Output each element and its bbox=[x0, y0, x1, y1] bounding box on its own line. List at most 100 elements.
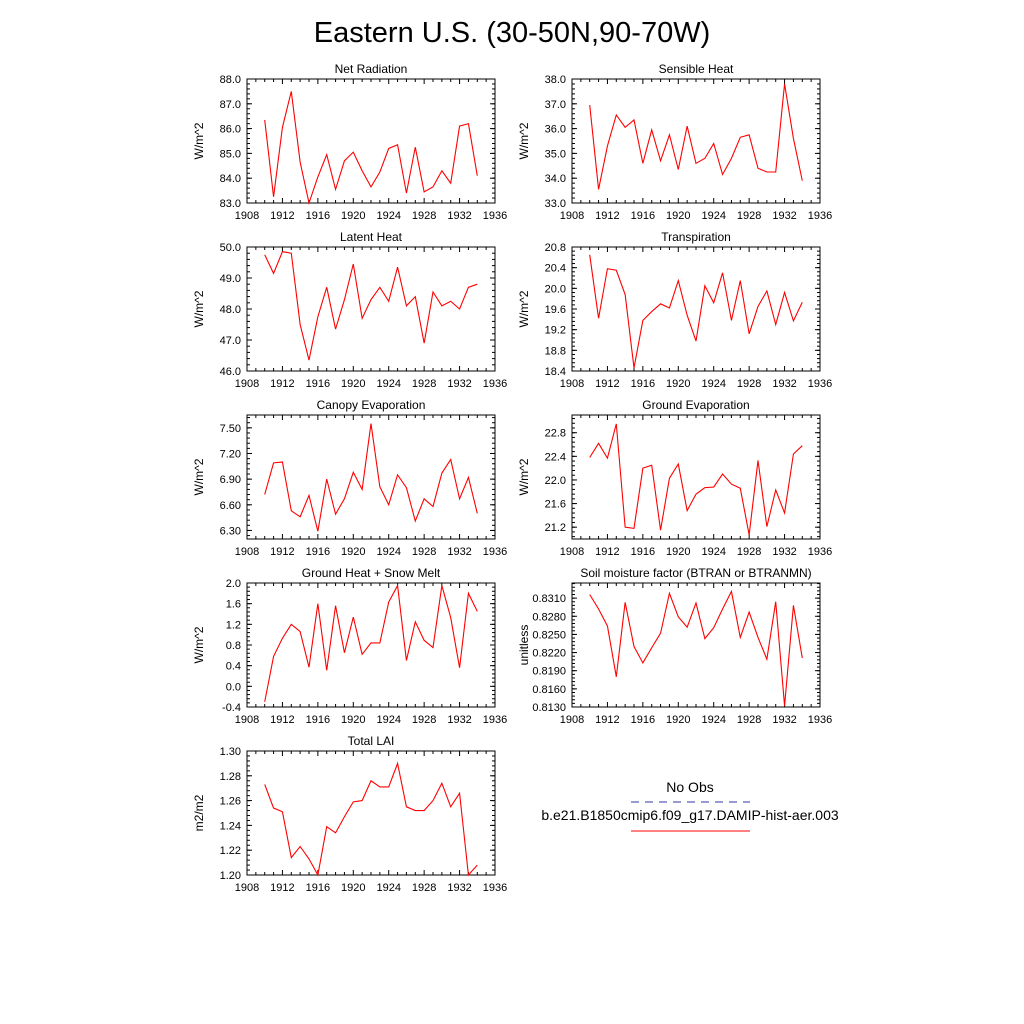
y-tick-label: 18.8 bbox=[545, 345, 566, 357]
x-tick-label: 1912 bbox=[595, 546, 619, 558]
y-tick-label: 85.0 bbox=[220, 148, 241, 160]
x-tick-label: 1916 bbox=[631, 714, 655, 726]
y-tick-label: 0.8280 bbox=[532, 611, 566, 623]
y-tick-label: 18.4 bbox=[545, 366, 566, 378]
y-tick-label: 21.2 bbox=[545, 522, 566, 534]
y-tick-label: 0.8160 bbox=[532, 684, 566, 696]
y-axis-label: W/m^2 bbox=[192, 122, 206, 159]
panel-title: Transpiration bbox=[661, 230, 731, 244]
x-tick-label: 1928 bbox=[412, 378, 436, 390]
y-tick-label: 34.0 bbox=[545, 173, 566, 185]
y-tick-label: 1.22 bbox=[220, 845, 241, 857]
x-tick-label: 1924 bbox=[701, 546, 725, 558]
y-tick-label: 1.6 bbox=[226, 599, 241, 611]
x-tick-label: 1932 bbox=[447, 210, 471, 222]
y-axis-label: W/m^2 bbox=[192, 458, 206, 495]
y-tick-label: 1.26 bbox=[220, 796, 241, 808]
panel-ground-heat-snow-melt: Ground Heat + Snow Melt W/m^2 1908 1912 1916… bbox=[192, 566, 507, 726]
x-tick-label: 1932 bbox=[447, 714, 471, 726]
y-tick-label: 20.0 bbox=[545, 283, 566, 295]
x-tick-label: 1924 bbox=[376, 546, 400, 558]
panel-title: Sensible Heat bbox=[659, 62, 734, 76]
y-tick-label: 38.0 bbox=[545, 74, 566, 86]
x-tick-label: 1908 bbox=[560, 378, 584, 390]
panel-frame bbox=[246, 582, 496, 708]
y-tick-label: 7.50 bbox=[220, 423, 241, 435]
series-line bbox=[264, 91, 478, 206]
y-tick-label: 84.0 bbox=[220, 173, 241, 185]
x-tick-label: 1912 bbox=[595, 378, 619, 390]
y-tick-label: 86.0 bbox=[220, 124, 241, 136]
y-tick-label: 6.90 bbox=[220, 474, 241, 486]
panel-canopy-evaporation: Canopy Evaporation W/m^2 1908 1912 1916 1920 1… bbox=[192, 398, 507, 558]
series-line bbox=[589, 83, 803, 190]
y-tick-label: 1.2 bbox=[226, 619, 241, 631]
panel-total-lai: Total LAI m2/m2 1908 1912 1916 1920 1924 1928 19… bbox=[192, 734, 507, 894]
x-tick-label: 1928 bbox=[737, 210, 761, 222]
series-line bbox=[264, 583, 478, 702]
y-axis-label: W/m^2 bbox=[192, 626, 206, 663]
x-tick-label: 1916 bbox=[306, 546, 330, 558]
y-tick-label: 1.30 bbox=[220, 746, 241, 758]
y-axis-label: W/m^2 bbox=[517, 122, 531, 159]
y-tick-label: 1.24 bbox=[220, 820, 241, 832]
y-tick-label: 20.4 bbox=[545, 263, 566, 275]
y-axis-label: W/m^2 bbox=[517, 290, 531, 327]
panel-frame bbox=[246, 414, 496, 540]
series-line bbox=[589, 589, 803, 706]
y-tick-label: 6.30 bbox=[220, 525, 241, 537]
y-axis-label: unitless bbox=[517, 625, 531, 666]
x-tick-label: 1912 bbox=[270, 210, 294, 222]
x-tick-label: 1908 bbox=[560, 714, 584, 726]
x-tick-label: 1936 bbox=[808, 546, 832, 558]
y-tick-label: 36.0 bbox=[545, 124, 566, 136]
panel-ground-evaporation: Ground Evaporation W/m^2 1908 1912 1916 1920 1… bbox=[517, 398, 832, 558]
x-tick-label: 1936 bbox=[808, 714, 832, 726]
legend: No Obs b.e21.B1850cmip6.f09_g17.DAMIP-hi… bbox=[541, 779, 839, 832]
x-tick-label: 1924 bbox=[376, 210, 400, 222]
y-tick-label: 1.28 bbox=[220, 771, 241, 783]
y-tick-label: 20.8 bbox=[545, 242, 566, 254]
x-tick-label: 1936 bbox=[483, 210, 507, 222]
x-tick-label: 1912 bbox=[595, 210, 619, 222]
x-tick-label: 1936 bbox=[483, 378, 507, 390]
y-tick-label: 22.4 bbox=[545, 451, 566, 463]
y-tick-label: 21.6 bbox=[545, 499, 566, 511]
x-tick-label: 1928 bbox=[412, 210, 436, 222]
x-tick-label: 1912 bbox=[270, 714, 294, 726]
x-tick-label: 1936 bbox=[808, 378, 832, 390]
y-tick-label: 46.0 bbox=[220, 366, 241, 378]
y-tick-label: 37.0 bbox=[545, 99, 566, 111]
series-line bbox=[264, 761, 478, 877]
y-tick-label: 0.8 bbox=[226, 640, 241, 652]
x-tick-label: 1920 bbox=[666, 546, 690, 558]
y-tick-label: 35.0 bbox=[545, 148, 566, 160]
series-line bbox=[589, 423, 803, 535]
y-tick-label: 0.8250 bbox=[532, 629, 566, 641]
series-line bbox=[589, 254, 803, 369]
x-tick-label: 1932 bbox=[447, 546, 471, 558]
panel-frame bbox=[246, 750, 496, 876]
x-tick-label: 1912 bbox=[595, 714, 619, 726]
x-tick-label: 1924 bbox=[701, 714, 725, 726]
x-tick-label: 1908 bbox=[235, 210, 259, 222]
x-tick-label: 1916 bbox=[631, 546, 655, 558]
y-tick-label: 0.8220 bbox=[532, 648, 566, 660]
y-tick-label: 87.0 bbox=[220, 99, 241, 111]
x-tick-label: 1916 bbox=[306, 378, 330, 390]
x-tick-label: 1932 bbox=[772, 210, 796, 222]
x-tick-label: 1916 bbox=[306, 210, 330, 222]
x-tick-label: 1908 bbox=[235, 546, 259, 558]
x-tick-label: 1932 bbox=[447, 882, 471, 894]
x-tick-label: 1916 bbox=[306, 714, 330, 726]
y-axis-label: W/m^2 bbox=[192, 290, 206, 327]
x-tick-label: 1924 bbox=[701, 210, 725, 222]
panel-title: Ground Evaporation bbox=[642, 398, 749, 412]
y-tick-label: 50.0 bbox=[220, 242, 241, 254]
x-tick-label: 1912 bbox=[270, 882, 294, 894]
x-tick-label: 1920 bbox=[341, 882, 365, 894]
x-tick-label: 1928 bbox=[412, 714, 436, 726]
x-tick-label: 1912 bbox=[270, 378, 294, 390]
y-tick-label: 48.0 bbox=[220, 304, 241, 316]
x-tick-label: 1920 bbox=[341, 714, 365, 726]
